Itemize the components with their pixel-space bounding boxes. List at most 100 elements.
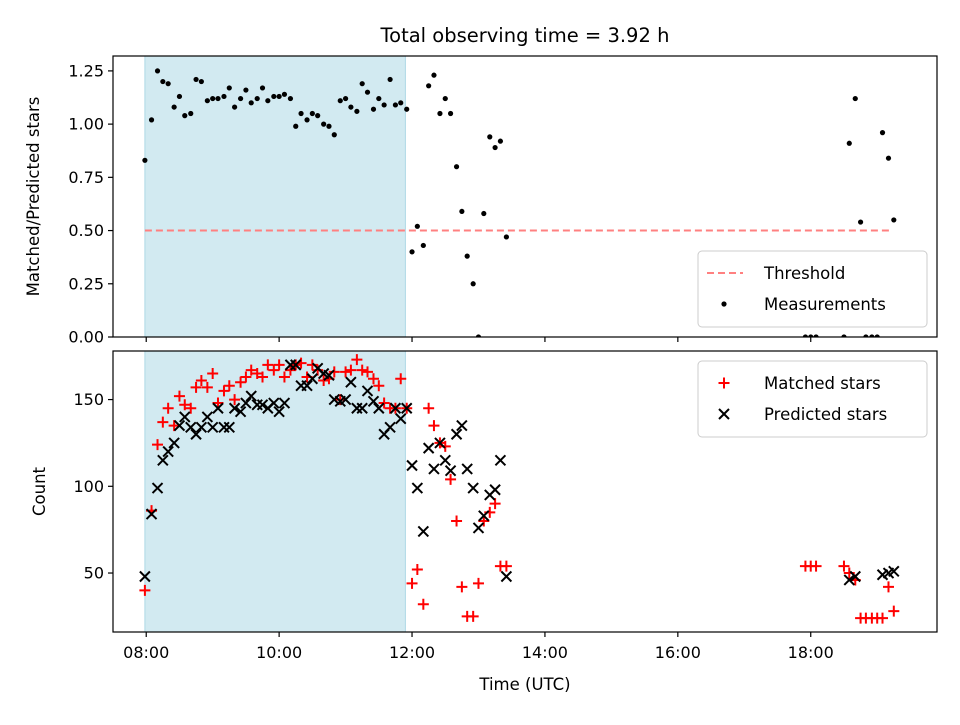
data-point xyxy=(361,385,374,397)
data-point xyxy=(492,144,498,151)
legend: Matched stars Predicted stars xyxy=(697,360,928,438)
data-point xyxy=(389,402,402,414)
y-tick-label: 1.00 xyxy=(68,115,104,134)
data-point xyxy=(142,157,148,163)
y-tick-label: 0.50 xyxy=(68,221,104,240)
data-point xyxy=(494,454,507,466)
data-point xyxy=(321,121,327,127)
data-point xyxy=(173,390,185,402)
y-tick-label: 0.00 xyxy=(68,328,104,347)
y-tick-label: 50 xyxy=(84,564,104,583)
ratio-panel: 0.00 0.25 0.50 0.75 1.00 1.25 Matched/Predicte… xyxy=(24,55,938,347)
data-point xyxy=(248,100,254,106)
data-point xyxy=(281,91,288,97)
data-point xyxy=(359,81,365,87)
legend-label: Predicted stars xyxy=(764,405,887,424)
data-point xyxy=(278,397,291,409)
data-point xyxy=(487,134,493,140)
data-point xyxy=(891,217,897,223)
y-tick-label: 100 xyxy=(73,477,104,496)
data-point xyxy=(447,110,454,117)
data-point xyxy=(802,334,809,337)
data-point xyxy=(237,95,244,102)
data-point xyxy=(877,612,889,624)
data-point xyxy=(351,354,363,366)
data-point xyxy=(472,522,485,534)
data-point xyxy=(378,397,390,409)
data-point xyxy=(304,117,310,123)
data-point xyxy=(478,510,490,522)
axes-frame xyxy=(112,350,938,633)
data-point xyxy=(356,402,368,414)
data-point xyxy=(271,93,277,100)
data-point xyxy=(456,581,468,593)
data-point xyxy=(243,87,249,93)
data-point xyxy=(467,610,479,622)
data-point xyxy=(256,399,269,411)
x-tick-label: 08:00 xyxy=(123,643,169,662)
data-point xyxy=(461,463,473,475)
data-point xyxy=(451,515,463,527)
data-point xyxy=(810,560,822,572)
y-axis-title: Count xyxy=(30,466,49,516)
data-point xyxy=(500,570,513,583)
data-point xyxy=(232,104,238,110)
series-predicted-stars xyxy=(139,359,900,586)
observing-window-span xyxy=(144,55,406,338)
data-point xyxy=(234,406,247,418)
data-point xyxy=(381,102,387,108)
data-point xyxy=(869,334,875,337)
y-tick-label: 150 xyxy=(73,390,104,409)
data-point xyxy=(145,508,158,520)
data-point xyxy=(392,102,399,108)
data-point xyxy=(445,473,457,485)
data-point xyxy=(229,394,241,406)
data-point xyxy=(472,577,484,589)
data-point xyxy=(417,598,429,610)
data-point xyxy=(456,419,468,432)
y-tick-label: 0.75 xyxy=(68,168,104,187)
data-point xyxy=(290,359,302,371)
data-point xyxy=(331,132,337,138)
data-point xyxy=(450,428,463,440)
data-point xyxy=(259,85,266,91)
data-point xyxy=(173,419,186,432)
data-point xyxy=(481,210,487,217)
y-tick-label: 0.25 xyxy=(68,274,104,293)
data-point xyxy=(464,253,470,259)
data-point xyxy=(326,123,332,129)
data-point xyxy=(428,420,440,432)
data-point xyxy=(470,281,476,287)
data-point xyxy=(207,368,219,380)
data-point xyxy=(406,459,418,472)
data-point xyxy=(489,484,501,496)
data-point xyxy=(315,113,321,119)
data-point xyxy=(348,104,354,110)
data-point xyxy=(431,72,437,78)
data-point xyxy=(268,397,280,409)
data-point xyxy=(813,334,819,337)
data-point xyxy=(323,369,335,381)
data-point xyxy=(265,98,271,104)
data-point xyxy=(846,140,852,146)
data-point xyxy=(444,464,457,477)
legend-label: Measurements xyxy=(764,295,886,314)
data-point xyxy=(843,574,855,586)
data-point xyxy=(165,81,171,87)
data-point xyxy=(306,359,318,371)
data-point xyxy=(345,376,357,388)
data-point xyxy=(863,334,869,337)
data-point xyxy=(398,100,404,106)
data-point xyxy=(318,374,330,386)
data-point xyxy=(162,402,174,414)
data-point xyxy=(387,76,393,83)
data-point xyxy=(185,421,197,434)
data-point xyxy=(235,376,247,388)
data-point xyxy=(841,334,847,337)
data-point xyxy=(162,445,174,458)
x-tick-label: 16:00 xyxy=(655,643,701,662)
data-point xyxy=(367,373,379,385)
data-point xyxy=(334,394,346,406)
data-point xyxy=(434,437,446,449)
